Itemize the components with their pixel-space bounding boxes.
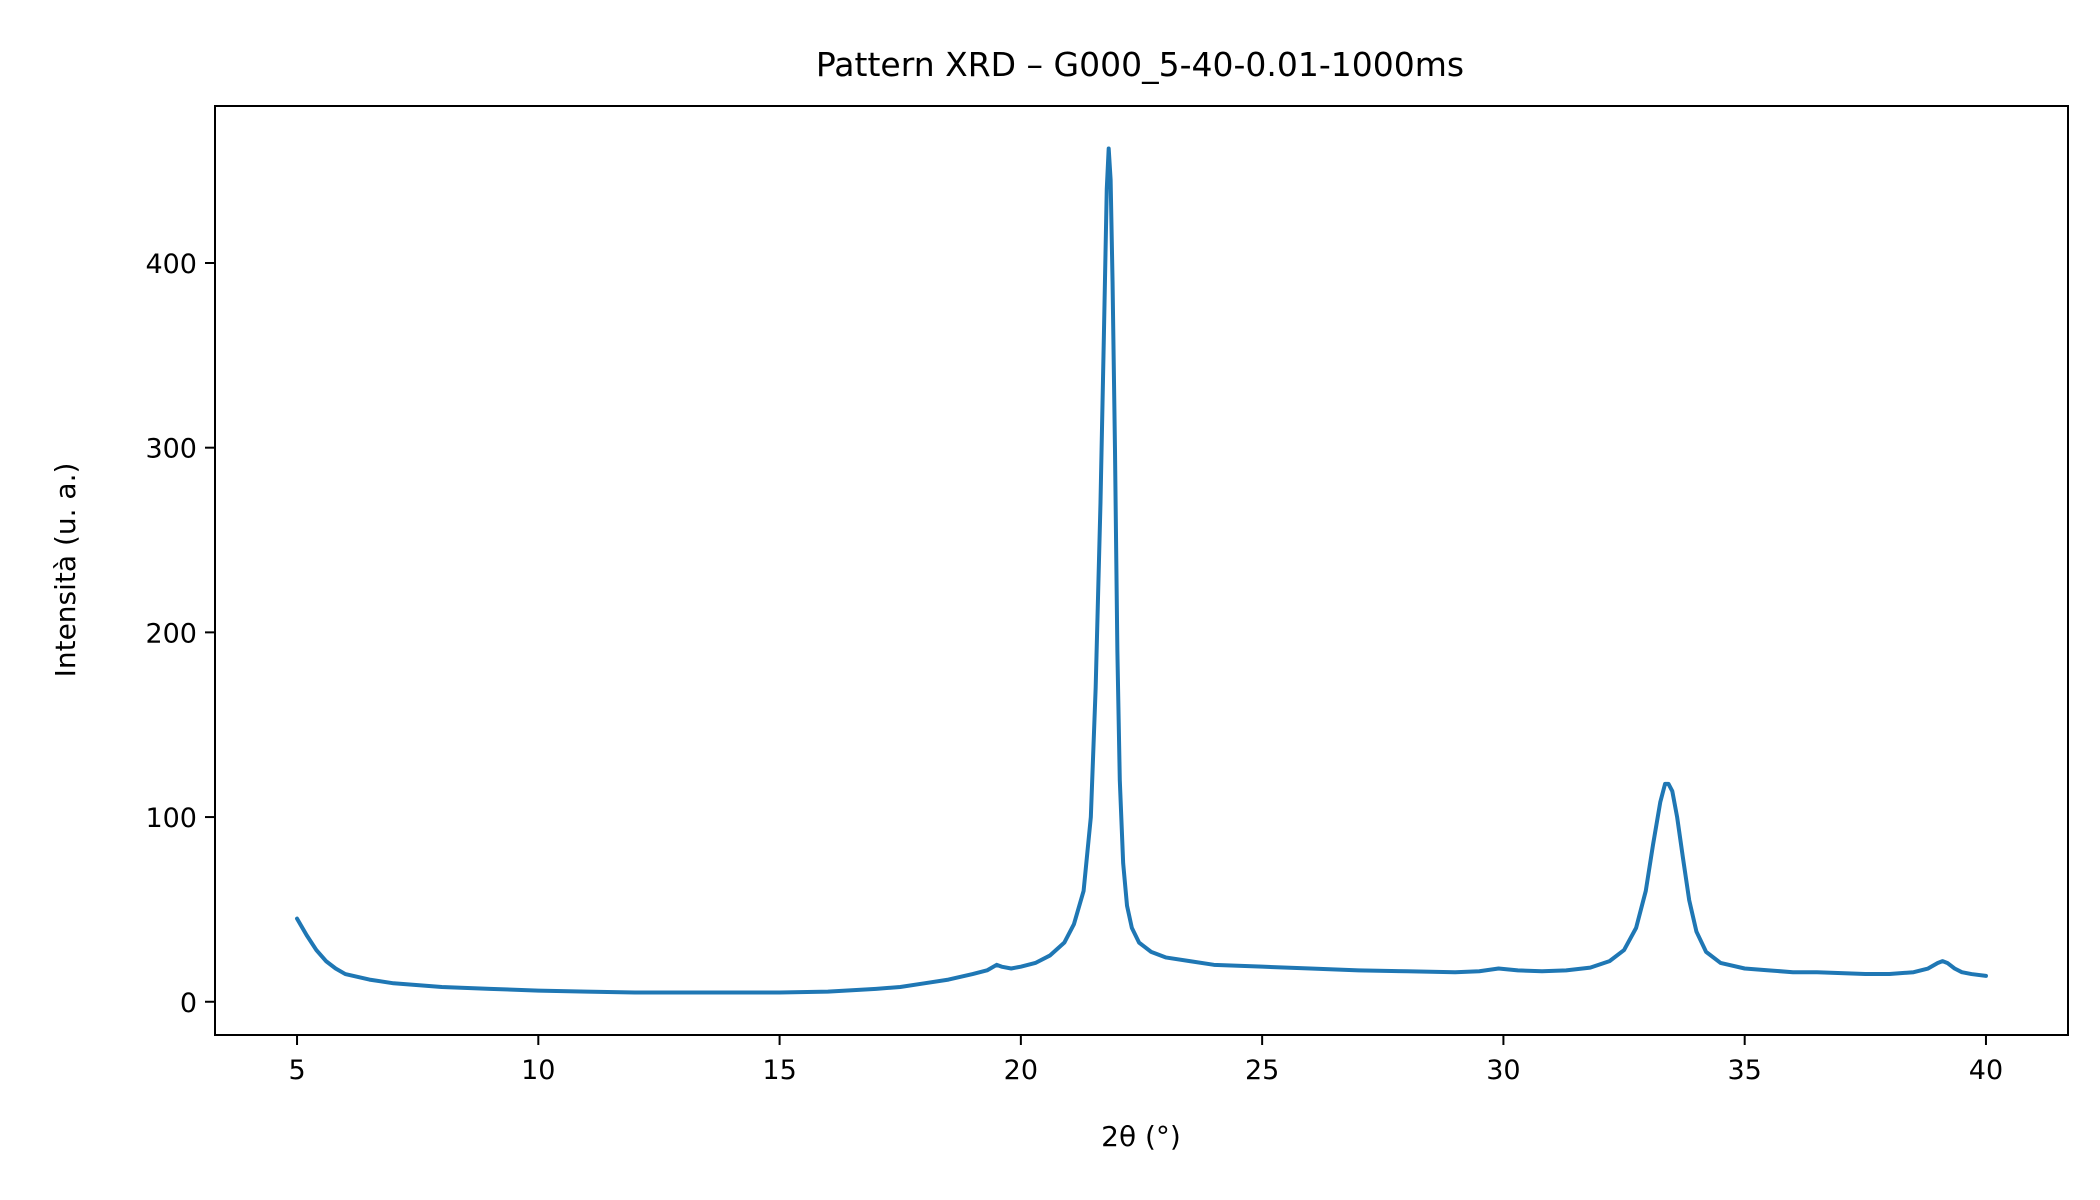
- x-tick-label: 20: [1004, 1055, 1038, 1086]
- y-tick-label: 200: [145, 618, 197, 649]
- x-tick-label: 15: [762, 1055, 796, 1086]
- x-axis-title: 2θ (°): [1101, 1120, 1181, 1153]
- x-tick-label: 25: [1245, 1055, 1279, 1086]
- x-tick-label: 40: [1969, 1055, 2003, 1086]
- x-tick-label: 5: [288, 1055, 305, 1086]
- series-layer: [295, 146, 1988, 995]
- plot-area: [215, 106, 2068, 1035]
- y-axis: 0 100 200 300 400: [145, 249, 215, 1019]
- y-tick-label: 0: [180, 988, 197, 1019]
- x-tick-label: 35: [1728, 1055, 1762, 1086]
- series-line: [295, 146, 1988, 995]
- x-tick-label: 10: [521, 1055, 555, 1086]
- y-tick-label: 400: [145, 249, 197, 280]
- y-tick-label: 300: [145, 434, 197, 465]
- y-axis-title: Intensità (u. a.): [49, 463, 82, 678]
- plot-frame: [214, 105, 2069, 1036]
- x-tick-label: 30: [1486, 1055, 1520, 1086]
- chart-title: Pattern XRD – G000_5-40-0.01-1000ms: [816, 45, 1464, 84]
- x-axis: 5 10 15 20 25 30 35 40: [288, 1035, 2003, 1086]
- y-tick-label: 100: [145, 803, 197, 834]
